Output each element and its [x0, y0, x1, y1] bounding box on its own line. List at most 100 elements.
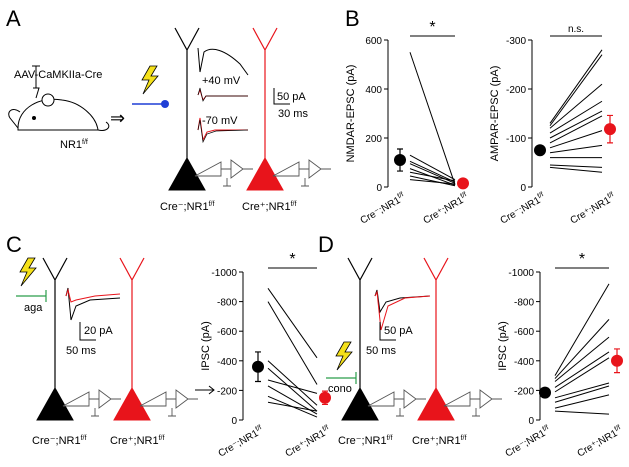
- dendrite: [42, 257, 68, 388]
- text: Cre⁺;NR1: [284, 428, 328, 460]
- paired-line: [549, 164, 603, 168]
- paired-line: [409, 52, 456, 185]
- paired-line: [409, 154, 456, 181]
- x-tick-label: Cre⁻;NR1f/f: [498, 191, 547, 226]
- soma: [341, 386, 379, 421]
- paired-line: [409, 160, 456, 183]
- paired-line: [409, 179, 456, 185]
- cell-label: Cre⁺;NR1f/f: [110, 435, 164, 447]
- paired-line: [554, 385, 610, 403]
- paired-line: [554, 394, 610, 409]
- text: f/f: [81, 435, 87, 442]
- text: f/f: [459, 191, 468, 200]
- paired-line: [549, 83, 603, 129]
- y-tick-label: -200: [506, 85, 526, 96]
- panel-label: B: [345, 6, 360, 31]
- y-axis-label: IPSC (pA): [497, 321, 509, 371]
- text: f/f: [541, 424, 550, 433]
- text: Cre⁺;NR1: [242, 201, 291, 213]
- y-axis-label: IPSC (pA): [200, 321, 212, 371]
- paired-line: [554, 336, 610, 382]
- y-tick-label: -400: [514, 357, 534, 368]
- significance-label: *: [429, 19, 435, 36]
- text: Cre⁺;NR1: [422, 195, 466, 227]
- recording-electrode: [272, 159, 331, 187]
- trace: [197, 47, 249, 76]
- recording-electrode: [194, 159, 253, 187]
- scale-label: 50 pA: [384, 325, 413, 337]
- x-tick-label: Cre⁺;NR1f/f: [421, 191, 470, 226]
- text: f/f: [461, 435, 467, 442]
- text: Cre⁻;NR1: [32, 435, 81, 447]
- recording-electrode: [62, 389, 121, 417]
- dendrite: [119, 257, 145, 388]
- trace: [65, 287, 121, 321]
- stimulus-icon: [335, 341, 353, 371]
- soma: [168, 156, 206, 191]
- y-tick-label: -200: [514, 386, 534, 397]
- paired-line: [409, 171, 456, 182]
- panel-label: D: [318, 232, 334, 257]
- mouse-label: NR1f/f: [60, 139, 88, 151]
- text: Cre⁻;NR1: [504, 428, 548, 460]
- x-tick-label: Cre⁺;NR1f/f: [575, 424, 624, 459]
- text: f/f: [254, 424, 263, 433]
- text: Cre⁻;NR1: [160, 201, 209, 213]
- paired-line: [267, 301, 318, 385]
- significance-label: n.s.: [568, 24, 584, 35]
- drug-label: aga: [24, 302, 43, 314]
- recording-arrow: [195, 385, 215, 395]
- paired-line: [267, 401, 318, 412]
- text: Cre⁻;NR1: [499, 195, 543, 227]
- y-tick-label: 0: [520, 183, 526, 194]
- virus-label: AAV-CaMKIIa-Cre: [14, 69, 102, 81]
- paired-line: [549, 110, 603, 139]
- trace: [197, 88, 248, 102]
- x-tick-label: Cre⁻;NR1f/f: [358, 191, 407, 226]
- y-tick-label: -100: [506, 134, 526, 145]
- trace: [374, 289, 431, 314]
- paired-line: [549, 49, 603, 124]
- scale-label: 50 ms: [366, 345, 396, 357]
- text: f/f: [159, 435, 165, 442]
- y-tick-label: -200: [217, 386, 237, 397]
- y-tick-label: -1000: [211, 268, 237, 279]
- cell-label: Cre⁺;NR1f/f: [242, 201, 296, 213]
- mouse-illustration: [8, 65, 110, 131]
- y-tick-label: -600: [514, 327, 534, 338]
- paired-line: [549, 130, 603, 149]
- trace: [65, 288, 121, 303]
- paired-line: [409, 163, 456, 184]
- drug-bar: [326, 372, 357, 384]
- paired-line: [554, 410, 610, 415]
- soma: [36, 386, 74, 421]
- y-tick-label: -1000: [508, 268, 534, 279]
- cell-label: Cre⁺;NR1f/f: [412, 435, 466, 447]
- trace: [197, 87, 248, 102]
- y-tick-label: 600: [365, 36, 382, 47]
- scale-label: 30 ms: [278, 108, 308, 120]
- cell-label: Cre⁻;NR1f/f: [338, 435, 392, 447]
- text: Cre⁺;NR1: [412, 435, 461, 447]
- text: f/f: [209, 201, 215, 208]
- y-tick-label: 200: [365, 134, 382, 145]
- paired-line: [554, 283, 610, 376]
- stim-electrode: [161, 100, 169, 108]
- y-tick-label: 400: [365, 85, 382, 96]
- x-tick-label: Cre⁺;NR1f/f: [283, 424, 332, 459]
- soma: [113, 386, 151, 421]
- trace-label: -70 mV: [202, 115, 238, 127]
- y-axis-label: AMPAR-EPSC (pA): [489, 66, 501, 162]
- text: Cre⁺;NR1: [569, 195, 613, 227]
- paired-line: [554, 351, 610, 388]
- text: Cre⁻;NR1: [217, 428, 261, 460]
- scale-bar: [379, 322, 396, 341]
- text: f/f: [606, 191, 615, 200]
- mean-marker: [394, 154, 406, 167]
- text: Cre⁻;NR1: [359, 195, 403, 227]
- y-tick-label: -800: [514, 298, 534, 309]
- text: f/f: [82, 139, 88, 146]
- cell-label: Cre⁻;NR1f/f: [160, 201, 214, 213]
- panel-label: A: [6, 6, 21, 31]
